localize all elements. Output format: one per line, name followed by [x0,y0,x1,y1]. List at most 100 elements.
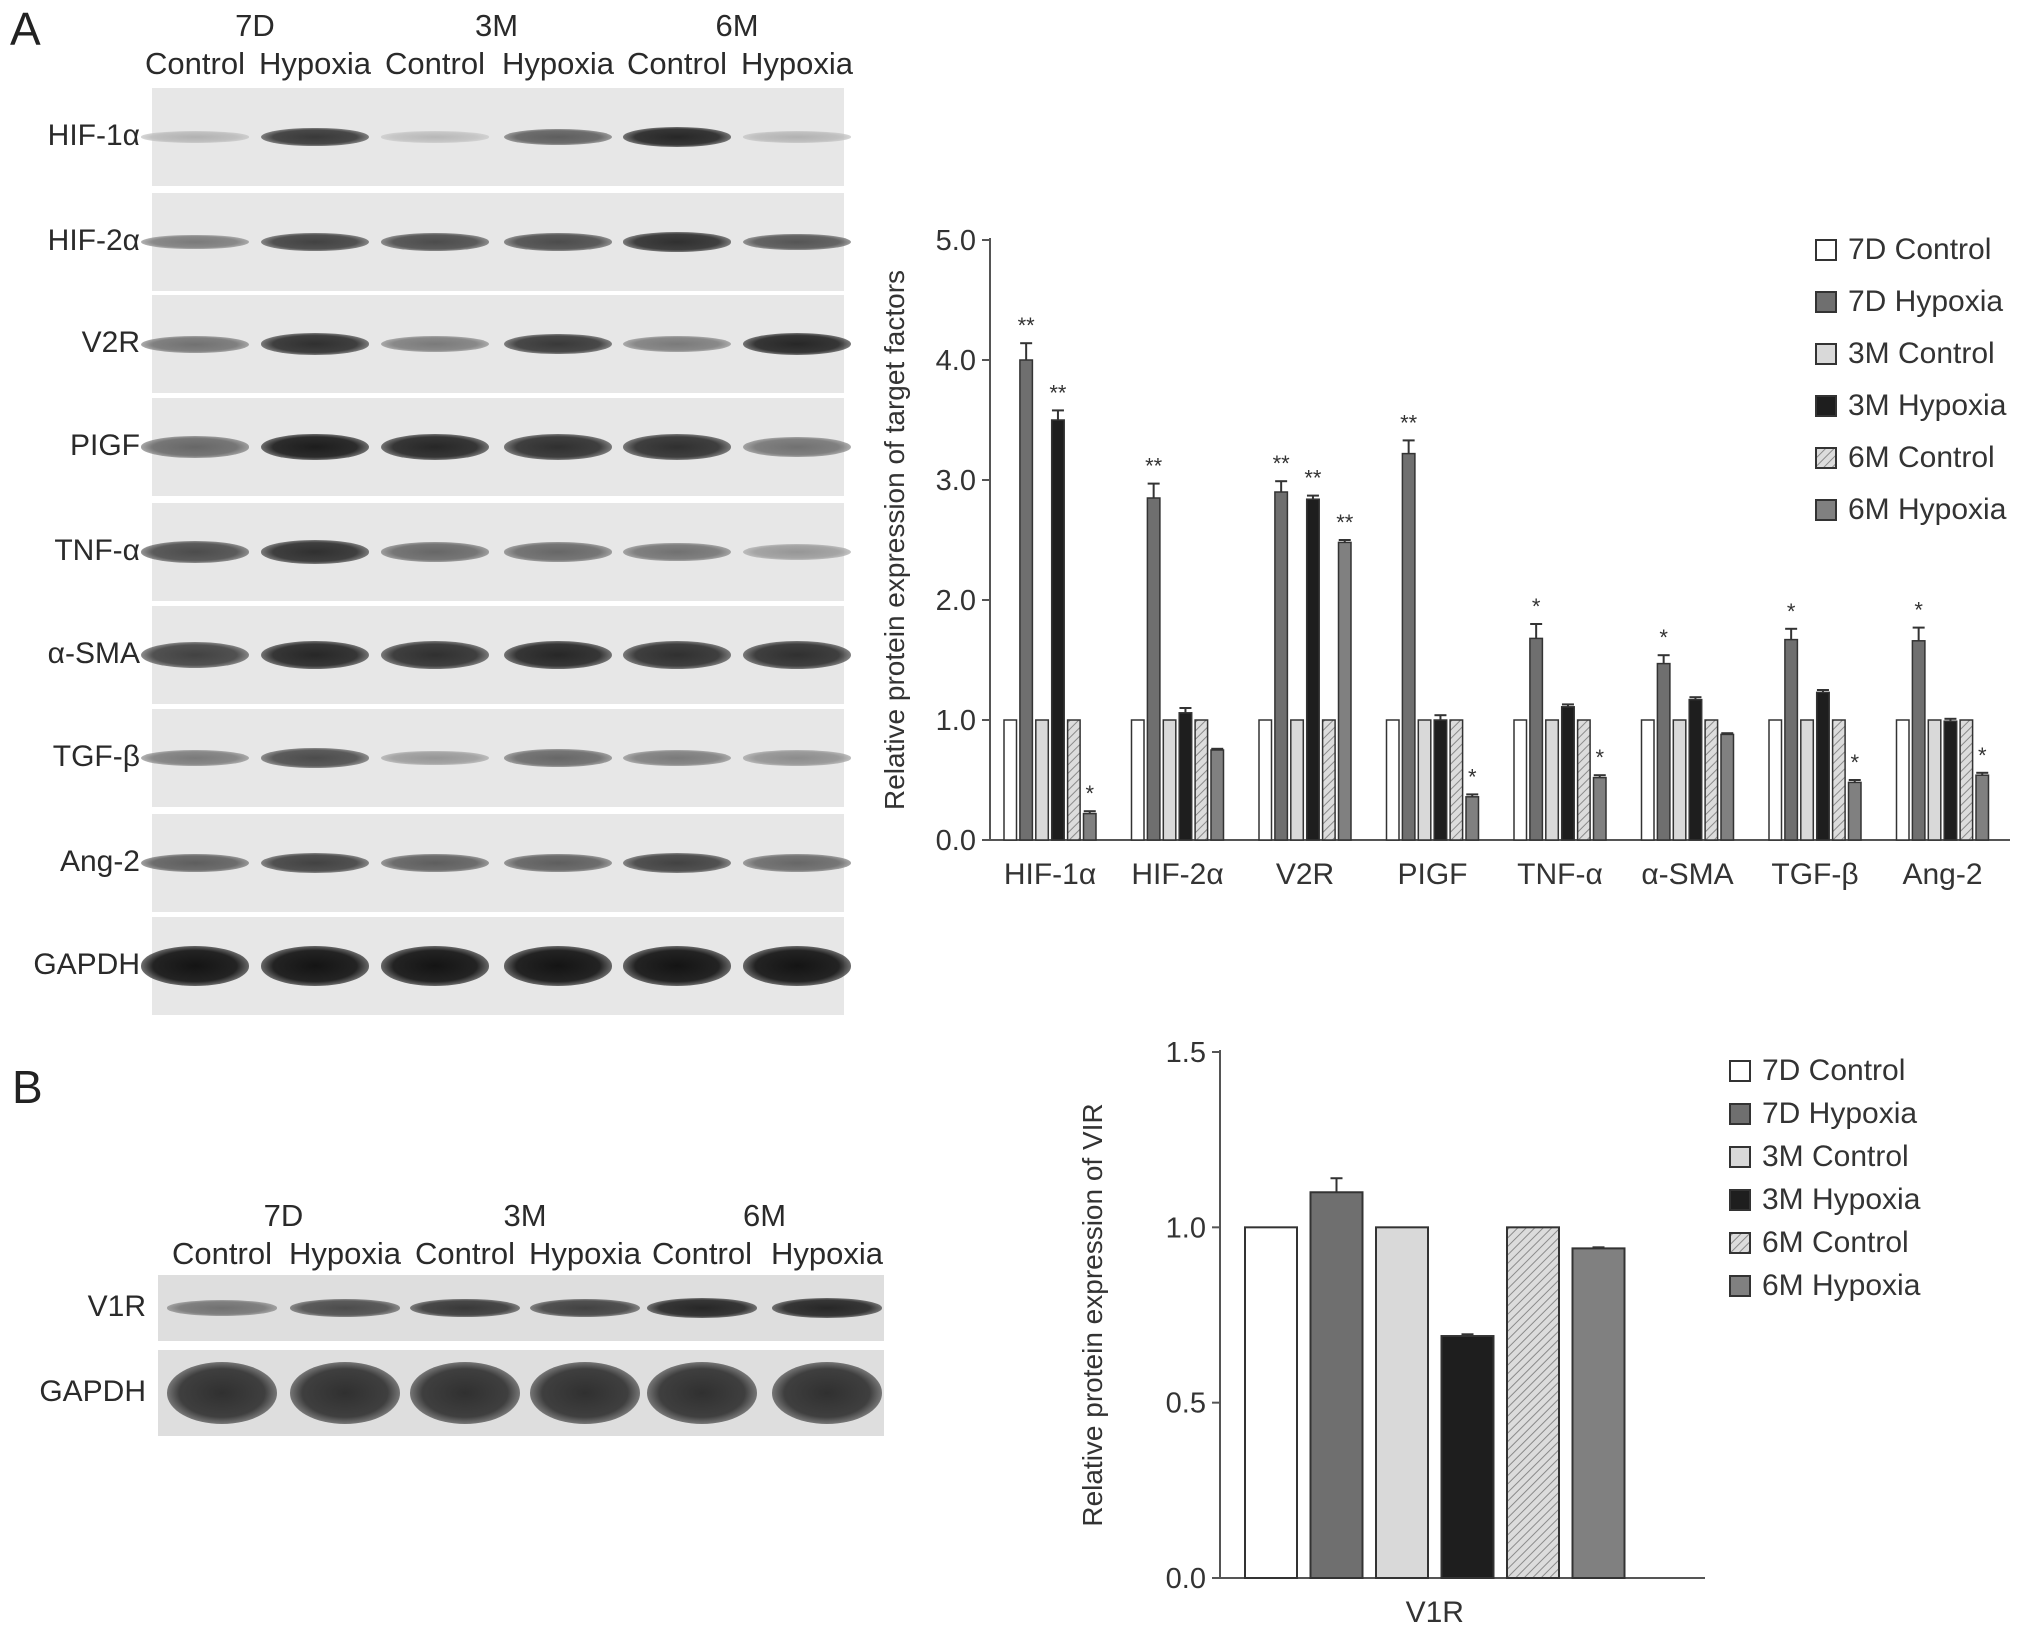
y-tick-label: 1.0 [936,705,976,737]
bar [1847,781,1862,841]
protein-band [623,853,731,873]
lane-group-label: 6M [715,8,759,43]
blot-label: TNF-α [54,534,140,567]
bar [1529,637,1544,841]
protein-band [261,946,369,986]
x-tick-label: TNF-α [1517,858,1603,891]
protein-band [141,335,249,353]
x-tick-label: TGF-β [1771,858,1858,891]
blot-label: HIF-1α [47,119,140,152]
bar [1640,719,1655,841]
protein-band [504,128,612,146]
protein-band [261,233,369,251]
x-tick-label: α-SMA [1641,858,1733,891]
bar [1401,452,1416,841]
protein-band [141,642,249,668]
legend-label: 6M Control [1762,1226,1909,1259]
bar [1672,719,1687,841]
protein-band [504,640,612,670]
bar [1784,638,1799,841]
legend-label: 7D Control [1848,233,1991,266]
protein-band [743,131,851,143]
blot-label: α-SMA [47,637,140,670]
protein-band [504,333,612,355]
blot-strip [141,193,851,291]
lane-group-label: 6M [742,1198,787,1233]
legend-swatch [1729,1060,1751,1082]
lane-label: Control [385,46,485,81]
bar [1449,719,1464,841]
bar [1831,719,1846,841]
bar [1704,719,1719,841]
bar [1800,719,1815,841]
bar [1003,719,1018,841]
y-tick-label: 1.5 [1166,1037,1206,1069]
protein-band [743,750,851,766]
bar [1571,1247,1626,1580]
protein-band [623,946,731,986]
blot-strip [141,398,851,496]
protein-band [381,433,489,461]
bar [1035,719,1050,841]
bar [1506,1226,1560,1579]
protein-band [381,233,489,251]
protein-band [141,436,249,458]
significance-mark: * [1595,745,1604,770]
blot-strip [158,1350,884,1436]
bar [1309,1191,1364,1579]
blot-strip [141,503,851,601]
protein-band [743,854,851,872]
blot-label: V1R [87,1290,146,1323]
legend-swatch [1729,1232,1751,1254]
significance-mark: * [1532,594,1541,619]
bar [1975,774,1990,841]
significance-mark: * [1659,625,1668,650]
protein-band [167,1362,277,1424]
protein-band [623,542,731,562]
bar [1050,419,1065,841]
significance-mark: * [1914,598,1923,623]
bar [1305,498,1320,841]
significance-mark: ** [1336,510,1354,535]
protein-band [261,748,369,768]
lane-group-label: 7D [235,8,275,43]
lane-group-label: 3M [474,8,519,43]
bar [1066,719,1081,841]
protein-band [141,234,249,250]
blot-label: GAPDH [33,948,140,981]
legend-swatch [1815,291,1837,313]
legend-swatch [1815,395,1837,417]
bar [1130,719,1145,841]
legend-label: 3M Hypoxia [1848,389,2007,422]
protein-band [381,853,489,873]
significance-mark: ** [1304,466,1322,491]
protein-band [381,131,489,143]
x-tick-label: HIF-1α [1004,858,1096,891]
protein-band [261,333,369,355]
protein-band [504,542,612,562]
significance-mark: ** [1018,313,1036,338]
bar [1943,720,1958,841]
protein-band [381,750,489,766]
blot-label: TGF-β [52,740,140,773]
protein-band [504,434,612,460]
bar [1385,719,1400,841]
protein-band [261,853,369,873]
blot-strip [141,917,851,1015]
y-tick-label: 0.0 [1166,1563,1206,1595]
bar [1465,796,1480,841]
protein-band [141,946,249,986]
blot-strip [141,88,851,186]
bar [1688,698,1703,841]
bar [1162,719,1177,841]
protein-band [772,1362,882,1424]
protein-band [261,540,369,564]
protein-band [647,1298,757,1318]
lane-label: Hypoxia [529,1236,641,1271]
protein-band [381,335,489,353]
protein-band [141,853,249,873]
legend-swatch [1729,1275,1751,1297]
panel-b-letter: B [12,1061,43,1113]
significance-mark: * [1468,764,1477,789]
blot-strip [141,295,851,393]
